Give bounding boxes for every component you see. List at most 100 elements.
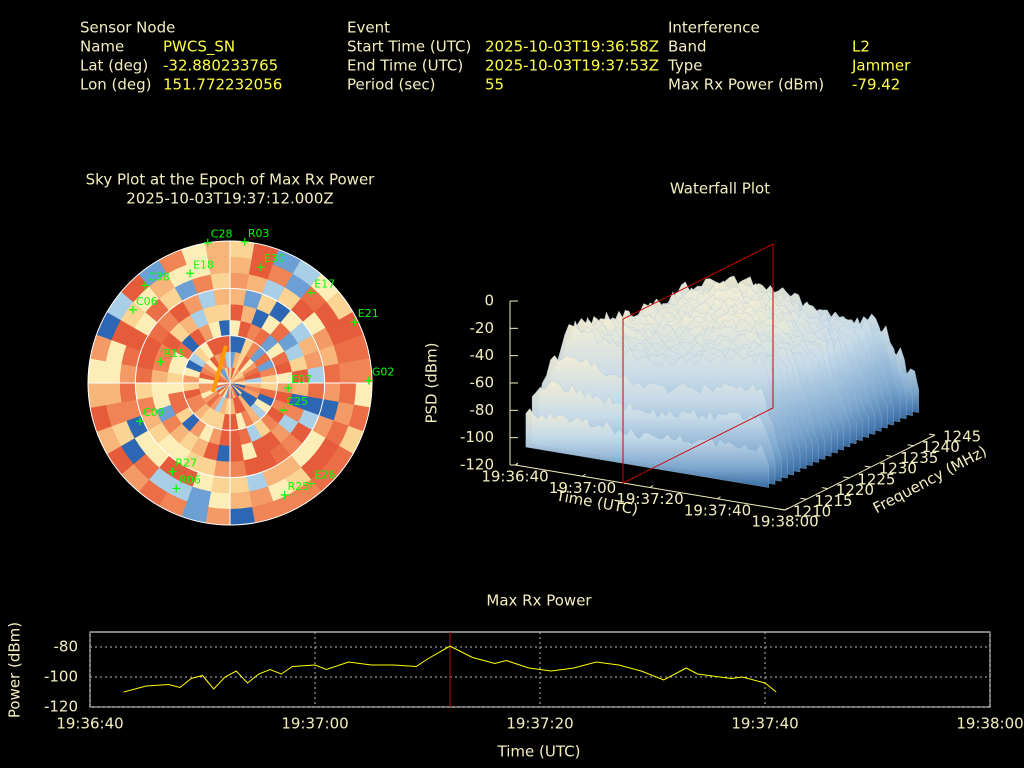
satellite: C28	[203, 228, 233, 247]
sky-cell	[119, 382, 138, 403]
frequency-tick	[928, 433, 936, 436]
y-tick-label: -80	[54, 638, 79, 656]
satellite: C06	[128, 295, 158, 314]
waterfall-title: Waterfall Plot	[670, 180, 770, 198]
x-tick-label: 19:37:40	[731, 715, 798, 733]
sky-cell	[103, 382, 122, 406]
satellite-label: C28	[211, 228, 233, 241]
satellite: C25	[279, 395, 308, 415]
satellite-marker	[135, 417, 144, 426]
time-tick	[717, 496, 721, 500]
sky-cell	[229, 507, 255, 526]
frequency-tick	[843, 476, 850, 479]
frequency-axis	[784, 434, 936, 511]
frequency-tick	[864, 465, 871, 468]
satellite: C09	[135, 406, 165, 426]
field-label: Lat (deg)	[80, 57, 148, 75]
sky-cell	[119, 363, 138, 384]
sky-cell	[322, 363, 341, 384]
satellite-label: C25	[286, 395, 308, 408]
section-title: Interference	[668, 19, 760, 37]
sky-cell	[229, 444, 244, 463]
time-tick-label: 19:38:00	[751, 513, 818, 531]
satellite-marker	[168, 467, 177, 476]
field-value: PWCS_SN	[163, 38, 235, 57]
frequency-tick-label: 1240	[922, 438, 960, 456]
field-value: -79.42	[852, 76, 900, 94]
satellite-label: C09	[143, 406, 165, 419]
sky-cell	[229, 475, 250, 494]
satellite-label: G02	[372, 366, 395, 379]
sky-cell	[229, 272, 250, 291]
satellite-label: R03	[248, 227, 270, 240]
sky-cell	[205, 240, 231, 259]
satellite-marker	[128, 305, 137, 314]
frequency-tick	[886, 454, 893, 457]
field-value: 55	[485, 76, 504, 94]
field-label: Name	[80, 38, 124, 56]
x-tick-label: 19:37:00	[281, 715, 348, 733]
y-tick-label: -120	[44, 698, 78, 716]
satellite: C38	[141, 270, 170, 290]
waterfall-surface	[525, 408, 769, 488]
satellite-label: E26	[314, 469, 335, 482]
section-title: Event	[347, 19, 390, 37]
sky-cell	[216, 303, 231, 322]
satellite-label: C06	[136, 295, 158, 308]
field-label: Type	[667, 57, 702, 75]
field-label: Band	[668, 38, 707, 56]
satellite-label: R15	[164, 347, 186, 360]
x-tick-label: 19:37:20	[506, 715, 573, 733]
satellite: E26	[307, 469, 335, 488]
sky-cell	[322, 382, 341, 403]
field-label: Max Rx Power (dBm)	[668, 76, 824, 94]
satellite: E21	[350, 307, 379, 327]
satellite-marker	[156, 357, 165, 366]
field-label: Period (sec)	[347, 76, 436, 94]
psd-tick-label: -100	[460, 428, 494, 446]
satellite: E30	[257, 252, 285, 272]
satellite: E17	[307, 278, 335, 297]
satellite: G02	[364, 366, 395, 385]
field-value: -32.880233765	[163, 57, 278, 75]
satellite: R27	[168, 457, 197, 476]
sky-cell	[213, 288, 231, 306]
satellite-label: E18	[193, 258, 214, 271]
sky-cell	[229, 491, 253, 510]
line-title: Max Rx Power	[486, 592, 592, 610]
field-label: Start Time (UTC)	[347, 38, 471, 56]
sky-subtitle: 2025-10-03T19:37:12.000Z	[126, 190, 333, 208]
satellite: E07	[284, 373, 312, 393]
sky-cell	[338, 382, 357, 406]
sky-cell	[135, 382, 153, 400]
sky-cell	[354, 382, 373, 408]
psd-tick-label: -120	[460, 456, 494, 474]
sky-cell	[150, 382, 169, 397]
frequency-tick	[800, 497, 807, 500]
psd-axis-label: PSD (dBm)	[423, 342, 441, 423]
satellite-label: E17	[314, 278, 335, 291]
satellite-marker	[172, 484, 181, 493]
time-tick-label: 19:37:20	[616, 490, 683, 508]
time-tick-label: 19:37:40	[684, 501, 751, 519]
time-tick	[514, 462, 519, 466]
sky-cell	[210, 475, 231, 494]
satellite: R25	[280, 480, 309, 500]
field-label: End Time (UTC)	[347, 57, 463, 75]
field-label: Lon (deg)	[80, 76, 152, 94]
field-value: L2	[852, 38, 870, 56]
satellite-marker	[364, 376, 373, 385]
sky-cell	[229, 460, 247, 478]
frequency-tick-label: 1220	[836, 481, 874, 499]
y-axis-label: Power (dBm)	[6, 622, 24, 718]
x-tick-label: 19:36:40	[56, 715, 123, 733]
sky-cell	[87, 358, 106, 384]
sky-cell	[87, 382, 106, 408]
frequency-tick-label: 1215	[814, 492, 852, 510]
sky-cell	[210, 272, 231, 291]
psd-tick-label: -80	[470, 401, 495, 419]
sky-cell	[338, 360, 357, 384]
sky-cell	[205, 507, 231, 526]
